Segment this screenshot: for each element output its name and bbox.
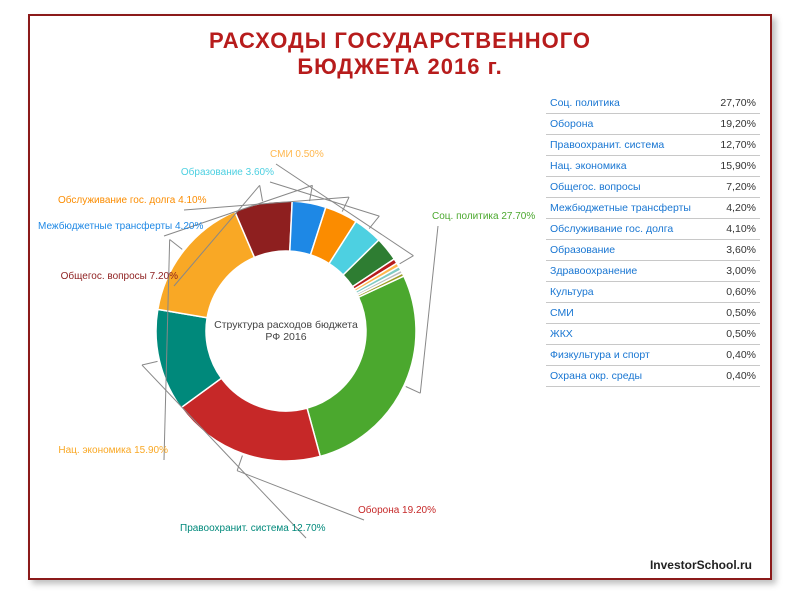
table-cell-value: 3,00% bbox=[706, 260, 760, 281]
title-line-1: РАСХОДЫ ГОСУДАРСТВЕННОГО bbox=[209, 28, 591, 53]
table-cell-label: Соц. политика bbox=[546, 93, 706, 114]
data-table: Соц. политика27,70%Оборона19,20%Правоохр… bbox=[546, 93, 760, 387]
table-cell-value: 0,50% bbox=[706, 323, 760, 344]
callout-label: Общегос. вопросы 7.20% bbox=[48, 271, 178, 282]
callout-label: Нац. экономика 15.90% bbox=[38, 445, 168, 456]
table-cell-label: СМИ bbox=[546, 302, 706, 323]
table-cell-value: 0,50% bbox=[706, 302, 760, 323]
table-cell-value: 15,90% bbox=[706, 155, 760, 176]
table-row: ЖКХ0,50% bbox=[546, 323, 760, 344]
table-row: СМИ0,50% bbox=[546, 302, 760, 323]
table-cell-label: Общегос. вопросы bbox=[546, 176, 706, 197]
callout-label: Обслуживание гос. долга 4.10% bbox=[58, 195, 188, 206]
table-row: Здравоохранение3,00% bbox=[546, 260, 760, 281]
table-row: Правоохранит. система12,70% bbox=[546, 134, 760, 155]
table-cell-label: Физкультура и спорт bbox=[546, 344, 706, 365]
table-cell-label: Обслуживание гос. долга bbox=[546, 218, 706, 239]
table-cell-label: Нац. экономика bbox=[546, 155, 706, 176]
table-cell-value: 0,40% bbox=[706, 365, 760, 386]
source-credit: InvestorSchool.ru bbox=[650, 558, 752, 572]
title-line-2: БЮДЖЕТА 2016 г. bbox=[297, 54, 502, 79]
page-title: РАСХОДЫ ГОСУДАРСТВЕННОГО БЮДЖЕТА 2016 г. bbox=[30, 16, 770, 87]
table-cell-label: Культура bbox=[546, 281, 706, 302]
callout-label: Межбюджетные трансферты 4.20% bbox=[38, 221, 168, 232]
table-cell-value: 19,20% bbox=[706, 113, 760, 134]
table-cell-value: 0,60% bbox=[706, 281, 760, 302]
table-row: Соц. политика27,70% bbox=[546, 93, 760, 114]
table-cell-value: 4,20% bbox=[706, 197, 760, 218]
table-cell-value: 27,70% bbox=[706, 93, 760, 114]
table-row: Физкультура и спорт0,40% bbox=[546, 344, 760, 365]
callout-label: Оборона 19.20% bbox=[358, 505, 436, 516]
table-cell-label: Межбюджетные трансферты bbox=[546, 197, 706, 218]
content: Структура расходов бюджета РФ 2016 Соц. … bbox=[30, 87, 770, 575]
table-cell-value: 12,70% bbox=[706, 134, 760, 155]
table-cell-label: Здравоохранение bbox=[546, 260, 706, 281]
table-row: Охрана окр. среды0,40% bbox=[546, 365, 760, 386]
table-cell-label: Оборона bbox=[546, 113, 706, 134]
callout-label: СМИ 0.50% bbox=[270, 149, 324, 160]
table-row: Культура0,60% bbox=[546, 281, 760, 302]
donut-slice bbox=[307, 276, 416, 456]
table-row: Межбюджетные трансферты4,20% bbox=[546, 197, 760, 218]
table-cell-value: 7,20% bbox=[706, 176, 760, 197]
table-row: Образование3,60% bbox=[546, 239, 760, 260]
table-cell-value: 4,10% bbox=[706, 218, 760, 239]
table-row: Общегос. вопросы7,20% bbox=[546, 176, 760, 197]
table-cell-value: 0,40% bbox=[706, 344, 760, 365]
table-cell-label: Образование bbox=[546, 239, 706, 260]
donut-center-label: Структура расходов бюджета РФ 2016 bbox=[211, 319, 361, 343]
callout-label: Образование 3.60% bbox=[144, 167, 274, 178]
table-cell-label: ЖКХ bbox=[546, 323, 706, 344]
table-cell-label: Охрана окр. среды bbox=[546, 365, 706, 386]
table-cell-value: 3,60% bbox=[706, 239, 760, 260]
chart-area: Структура расходов бюджета РФ 2016 Соц. … bbox=[30, 87, 542, 575]
callout-label: Соц. политика 27.70% bbox=[432, 211, 535, 222]
callout-label: Правоохранит. система 12.70% bbox=[180, 523, 310, 534]
table-row: Обслуживание гос. долга4,10% bbox=[546, 218, 760, 239]
table-cell-label: Правоохранит. система bbox=[546, 134, 706, 155]
table-row: Оборона19,20% bbox=[546, 113, 760, 134]
table-row: Нац. экономика15,90% bbox=[546, 155, 760, 176]
frame: РАСХОДЫ ГОСУДАРСТВЕННОГО БЮДЖЕТА 2016 г.… bbox=[28, 14, 772, 580]
table-area: Соц. политика27,70%Оборона19,20%Правоохр… bbox=[542, 87, 770, 575]
